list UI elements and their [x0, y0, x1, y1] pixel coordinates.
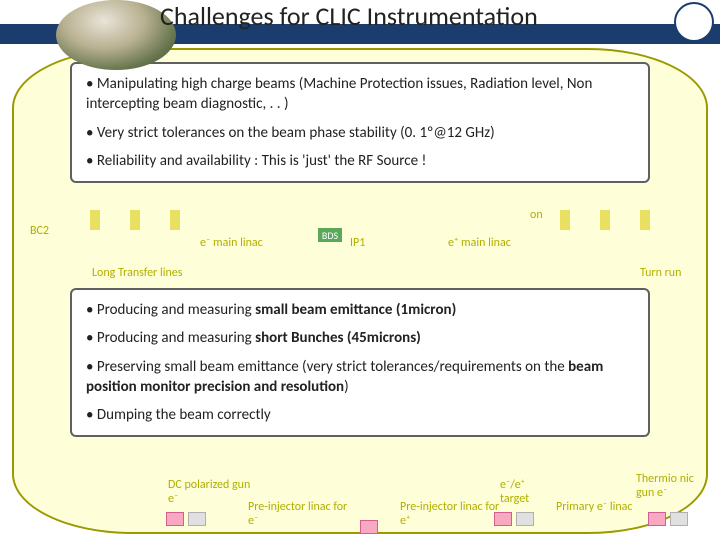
gray-box-icon: [188, 512, 206, 526]
bullet: • Dumping the beam correctly: [86, 405, 634, 425]
bg-label-eplus-linac: e⁺ main linac: [448, 236, 511, 250]
bg-label-pre-inj-e: Pre-injector linac for e⁻: [248, 500, 358, 528]
bg-box-bds: BDS: [318, 228, 342, 242]
top-bullet-box: • Manipulating high charge beams (Machin…: [70, 62, 650, 183]
bg-label-eminus-linac: e⁻ main linac: [200, 236, 263, 250]
pink-box-icon: [494, 512, 512, 526]
yellow-arrow: [170, 210, 180, 230]
bg-label-thermo: Thermio nic gun e⁻: [636, 472, 706, 500]
bullet: • Very strict tolerances on the beam pha…: [86, 123, 634, 143]
yellow-arrow: [600, 210, 610, 230]
pink-box-icon: [648, 512, 666, 526]
bg-label-dc-gun: DC polarized gun e⁻: [168, 478, 258, 506]
bullet: • Preserving small beam emittance (very …: [86, 357, 634, 398]
bg-label-long-transfer: Long Transfer lines: [92, 266, 182, 280]
yellow-arrow: [640, 210, 650, 230]
bullet: • Producing and measuring small beam emi…: [86, 300, 634, 320]
yellow-arrow: [90, 210, 100, 230]
clic-label: CLIC: [2, 22, 40, 49]
bottom-bullet-box: • Producing and measuring small beam emi…: [70, 288, 650, 437]
bullet: • Reliability and availability : This is…: [86, 151, 634, 171]
pink-box-icon: [166, 512, 184, 526]
bg-label-target: e⁻/e⁺ target: [500, 478, 550, 506]
pink-box-icon: [360, 520, 378, 534]
bg-label-turn-run: Turn run: [640, 266, 696, 280]
page-title: Challenges for CLIC Instrumentation: [160, 0, 680, 32]
clic-logo-circle: [56, 0, 176, 70]
bg-label-bc2: BC2: [30, 224, 49, 238]
header: CLIC Challenges for CLIC Instrumentation: [0, 0, 720, 44]
bg-label-ip1: IP1: [350, 236, 365, 250]
cern-logo-icon: [674, 2, 714, 42]
bg-label-primary: Primary e⁻ linac: [556, 500, 656, 514]
gray-box-icon: [670, 512, 688, 526]
yellow-arrow: [560, 210, 570, 230]
yellow-arrow: [130, 210, 140, 230]
gray-box-icon: [516, 512, 534, 526]
bg-label-on: on: [530, 208, 543, 222]
bullet: • Producing and measuring short Bunches …: [86, 328, 634, 348]
bullet: • Manipulating high charge beams (Machin…: [86, 74, 634, 115]
